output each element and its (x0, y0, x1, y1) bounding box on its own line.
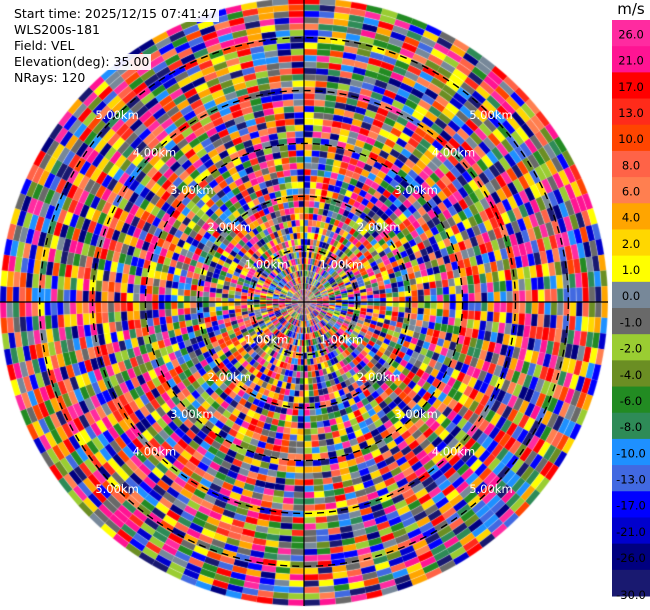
colorbar-tick-label: -30.0 (616, 588, 646, 602)
range-ring-label: 1.00km (320, 258, 363, 272)
colorbar-bin (612, 281, 650, 309)
colorbar-bin (612, 308, 650, 335)
range-ring-overlay: 1.00km 1.00km 1.00km 1.00km 2.00km 2.00km 2.00… (0, 0, 608, 606)
colorbar-tick-label: 17.0 (618, 80, 644, 94)
colorbar-bin (612, 569, 650, 597)
range-ring-label: 2.00km (207, 370, 250, 384)
range-ring-label: 5.00km (469, 482, 512, 496)
colorbar-bin (612, 255, 650, 283)
range-ring (91, 89, 517, 515)
ppi-velocity-plot (0, 0, 612, 610)
colorbar-bin (612, 98, 650, 126)
colorbar-tick-label: -2.0 (620, 342, 642, 356)
colorbar: 26.0 21.0 17.0 13.0 10.0 8.0 6.0 4.0 2.0 1.0 0.0 -1… (612, 20, 650, 602)
range-ring-label: 2.00km (357, 220, 400, 234)
range-ring-label: 4.00km (432, 445, 475, 459)
colorbar-bin (612, 72, 650, 100)
range-ring (144, 142, 464, 462)
colorbar-tick-label: -6.0 (620, 394, 642, 408)
colorbar-tick-label: -26.0 (616, 551, 646, 565)
colorbar-tick-label: -1.0 (620, 315, 642, 329)
range-ring-label: 3.00km (394, 183, 437, 197)
colorbar-bin (612, 177, 650, 204)
range-ring (197, 195, 411, 409)
colorbar-tick-label: 13.0 (618, 106, 644, 120)
colorbar-tick-label: 0.0 (622, 289, 640, 303)
range-ring (250, 248, 358, 356)
range-ring-label: 5.00km (95, 482, 138, 496)
range-ring-label: 4.00km (432, 145, 475, 159)
colorbar-bin (612, 46, 650, 73)
range-ring-label: 3.00km (394, 407, 437, 421)
range-ring-label: 2.00km (357, 370, 400, 384)
range-ring-label: 5.00km (469, 108, 512, 122)
colorbar-bin (612, 517, 650, 545)
field-label: Field: VEL (12, 38, 77, 54)
range-ring-label: 1.00km (245, 258, 288, 272)
colorbar-bin (612, 150, 650, 178)
range-ring-label: 5.00km (95, 108, 138, 122)
colorbar-bin (612, 465, 650, 492)
colorbar-tick-label: 26.0 (618, 27, 644, 41)
colorbar-bin (612, 386, 650, 414)
colorbar-tick-label: -10.0 (616, 446, 646, 460)
range-ring (38, 36, 570, 568)
colorbar-bin (612, 229, 650, 257)
range-ring-label: 4.00km (133, 445, 176, 459)
elevation-label: Elevation(deg): 35.00 (12, 54, 152, 70)
range-ring-label: 4.00km (133, 145, 176, 159)
colorbar-tick-label: 4.0 (622, 211, 640, 225)
colorbar-tick-label: 8.0 (622, 158, 640, 172)
nrays-label: NRays: 120 (12, 70, 88, 86)
range-ring-label: 1.00km (245, 332, 288, 346)
colorbar-bin (612, 438, 650, 466)
range-ring-label: 3.00km (170, 407, 213, 421)
colorbar-tick-label: -4.0 (620, 368, 642, 382)
colorbar-bin (612, 124, 650, 152)
colorbar-bin (612, 203, 650, 230)
colorbar-bin (612, 412, 650, 440)
range-ring-label: 1.00km (320, 332, 363, 346)
instrument-label: WLS200s-181 (12, 22, 102, 38)
range-ring-label: 2.00km (207, 220, 250, 234)
colorbar-tick-label: -21.0 (616, 525, 646, 539)
range-ring-label: 3.00km (170, 183, 213, 197)
colorbar-bin (612, 20, 650, 47)
colorbar-tick-label: 10.0 (618, 132, 644, 146)
start-time-label: Start time: 2025/12/15 07:41:47 (12, 6, 220, 22)
colorbar-tick-label: 6.0 (622, 184, 640, 198)
colorbar-tick-label: 2.0 (622, 237, 640, 251)
colorbar-tick-label: -8.0 (620, 420, 642, 434)
colorbar-bin (612, 360, 650, 388)
colorbar-tick-label: -13.0 (616, 472, 646, 486)
colorbar-tick-label: 21.0 (618, 54, 644, 68)
colorbar-bin (612, 543, 650, 571)
colorbar-tick-label: -17.0 (616, 499, 646, 513)
colorbar-title: m/s (617, 0, 645, 18)
colorbar-bin (612, 334, 650, 361)
colorbar-tick-label: 1.0 (622, 263, 640, 277)
colorbar-bin (612, 491, 650, 518)
